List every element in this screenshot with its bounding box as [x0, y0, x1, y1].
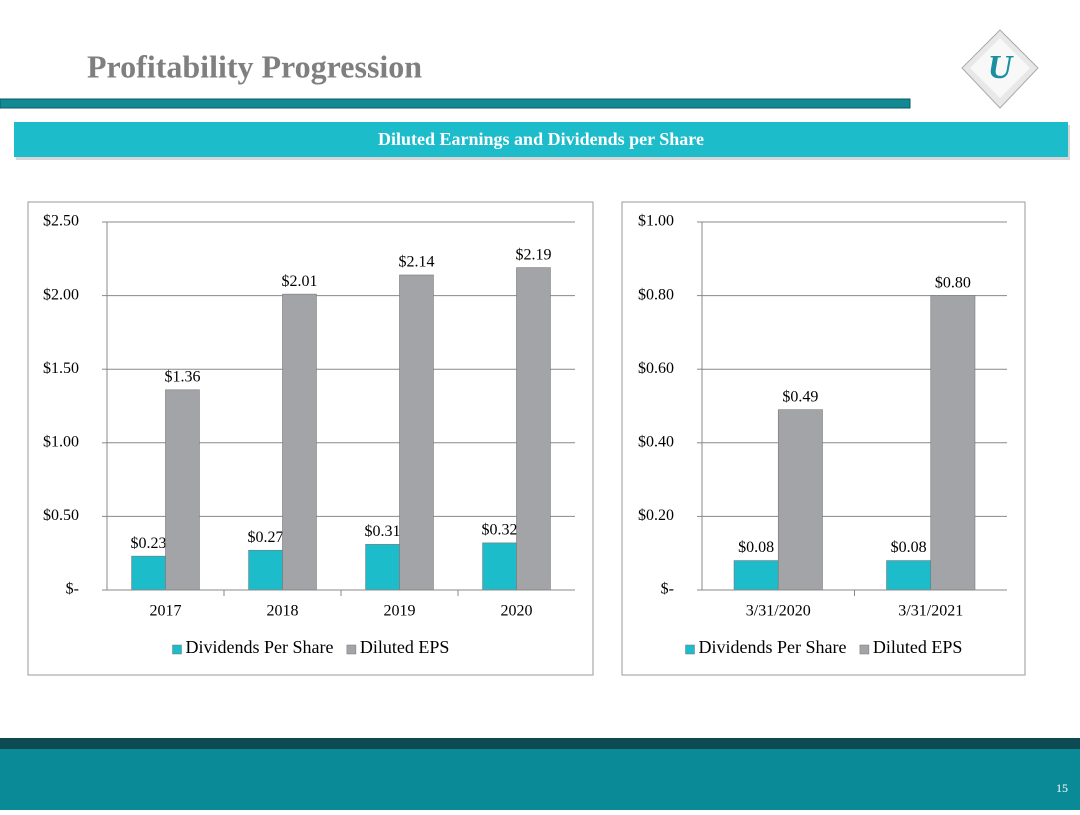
y-tick-label: $1.50 — [43, 360, 79, 377]
legend-label: Diluted EPS — [873, 637, 963, 657]
y-tick-label: $- — [66, 581, 79, 598]
data-label: $0.08 — [738, 539, 774, 556]
x-tick-label: 3/31/2021 — [898, 603, 963, 620]
bar — [930, 295, 976, 591]
data-label: $0.08 — [891, 539, 927, 556]
legend-label: Diluted EPS — [360, 637, 450, 657]
bar — [886, 560, 932, 591]
y-tick-label: $2.00 — [43, 286, 79, 303]
y-tick-label: $0.20 — [638, 507, 674, 524]
data-label: $1.36 — [164, 368, 200, 385]
y-tick-label: $0.40 — [638, 433, 674, 450]
bar — [131, 555, 166, 591]
data-label: $2.01 — [281, 273, 317, 290]
x-tick-label: 2020 — [501, 603, 533, 620]
bar — [399, 274, 434, 591]
x-tick-label: 2019 — [384, 603, 416, 620]
banner — [14, 122, 1068, 157]
footer — [0, 749, 1080, 810]
bar — [165, 389, 200, 591]
bar — [365, 544, 400, 591]
data-label: $0.49 — [782, 388, 818, 405]
data-label: $0.27 — [248, 529, 284, 546]
bar — [482, 542, 517, 591]
bar — [282, 293, 317, 591]
bar — [777, 409, 823, 591]
logo: U — [961, 29, 1039, 109]
x-tick-label: 2018 — [267, 603, 299, 620]
bar — [248, 549, 283, 591]
legend-swatch — [172, 644, 182, 655]
legend-swatch — [346, 644, 357, 655]
y-tick-label: $1.00 — [43, 433, 79, 450]
data-label: $0.23 — [131, 535, 167, 552]
legend-label: Dividends Per Share — [186, 637, 334, 657]
bar — [516, 267, 551, 591]
x-tick-label: 3/31/2020 — [746, 603, 811, 620]
legend-label: Dividends Per Share — [699, 637, 847, 657]
data-label: $0.32 — [482, 522, 518, 539]
footer-stripe — [0, 738, 1080, 749]
y-tick-label: $0.60 — [638, 360, 674, 377]
data-label: $0.31 — [365, 523, 401, 540]
legend-swatch — [685, 644, 695, 655]
slide-title: Profitability Progression — [87, 48, 422, 84]
y-tick-label: $0.50 — [43, 507, 79, 524]
x-tick-label: 2017 — [150, 603, 182, 620]
y-tick-label: $2.50 — [43, 213, 79, 230]
legend-swatch — [859, 644, 870, 655]
banner-text: Diluted Earnings and Dividends per Share — [378, 129, 704, 149]
title-rule — [0, 98, 911, 109]
data-label: $2.14 — [398, 254, 434, 271]
bar — [733, 560, 779, 591]
svg-text:U: U — [988, 49, 1015, 86]
y-tick-label: $- — [661, 581, 674, 598]
data-label: $2.19 — [515, 246, 551, 263]
y-tick-label: $1.00 — [638, 213, 674, 230]
data-label: $0.80 — [935, 274, 971, 291]
y-tick-label: $0.80 — [638, 286, 674, 303]
page-number: 15 — [1056, 781, 1068, 795]
